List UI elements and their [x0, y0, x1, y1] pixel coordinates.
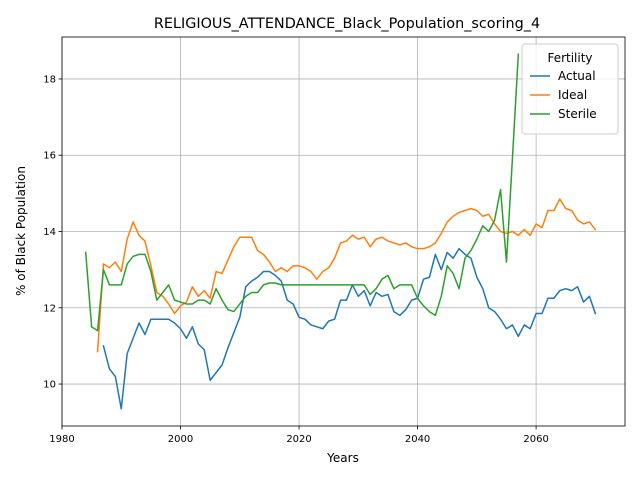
- x-tick: 1980: [49, 426, 75, 445]
- x-axis: 1980 2000 2020 2040 2060: [49, 426, 549, 445]
- x-tick-label: 2060: [523, 434, 548, 445]
- y-tick: 10: [43, 380, 62, 391]
- x-tick-label: 1980: [49, 434, 74, 445]
- series-line-ideal: [96, 198, 597, 353]
- y-tick: 12: [43, 303, 62, 314]
- legend-item-sterile: Sterile: [530, 107, 597, 121]
- legend-frame: [521, 43, 619, 135]
- x-tick: 2020: [286, 426, 312, 445]
- y-axis: 10 12 14 16 18: [43, 74, 62, 391]
- legend-title: Fertility: [547, 51, 592, 65]
- x-tick: 2040: [405, 426, 430, 445]
- legend-item-ideal: Ideal: [530, 88, 587, 102]
- legend-label: Actual: [558, 69, 596, 83]
- legend-label: Sterile: [558, 107, 597, 121]
- legend-label: Ideal: [558, 88, 587, 102]
- series-lines: [84, 53, 597, 410]
- series-line-sterile: [84, 53, 520, 332]
- x-tick-label: 2000: [168, 434, 193, 445]
- y-tick-label: 16: [43, 151, 56, 162]
- y-tick-label: 18: [43, 74, 56, 85]
- y-axis-label: % of Black Population: [14, 166, 28, 296]
- x-tick: 2000: [168, 426, 193, 445]
- x-tick-label: 2040: [405, 434, 430, 445]
- chart-title: RELIGIOUS_ATTENDANCE_Black_Population_sc…: [154, 16, 540, 32]
- series-line-actual: [102, 247, 597, 410]
- y-tick: 18: [43, 74, 62, 85]
- y-tick-label: 10: [43, 380, 56, 391]
- x-axis-label: Years: [326, 451, 359, 465]
- x-tick-label: 2020: [286, 434, 311, 445]
- y-tick-label: 12: [43, 303, 56, 314]
- y-tick: 14: [43, 227, 62, 238]
- y-tick-label: 14: [43, 227, 56, 238]
- legend-item-actual: Actual: [530, 69, 596, 83]
- x-tick: 2060: [523, 426, 549, 445]
- y-tick: 16: [43, 151, 62, 162]
- legend: Fertility Actual Ideal Sterile: [521, 43, 619, 135]
